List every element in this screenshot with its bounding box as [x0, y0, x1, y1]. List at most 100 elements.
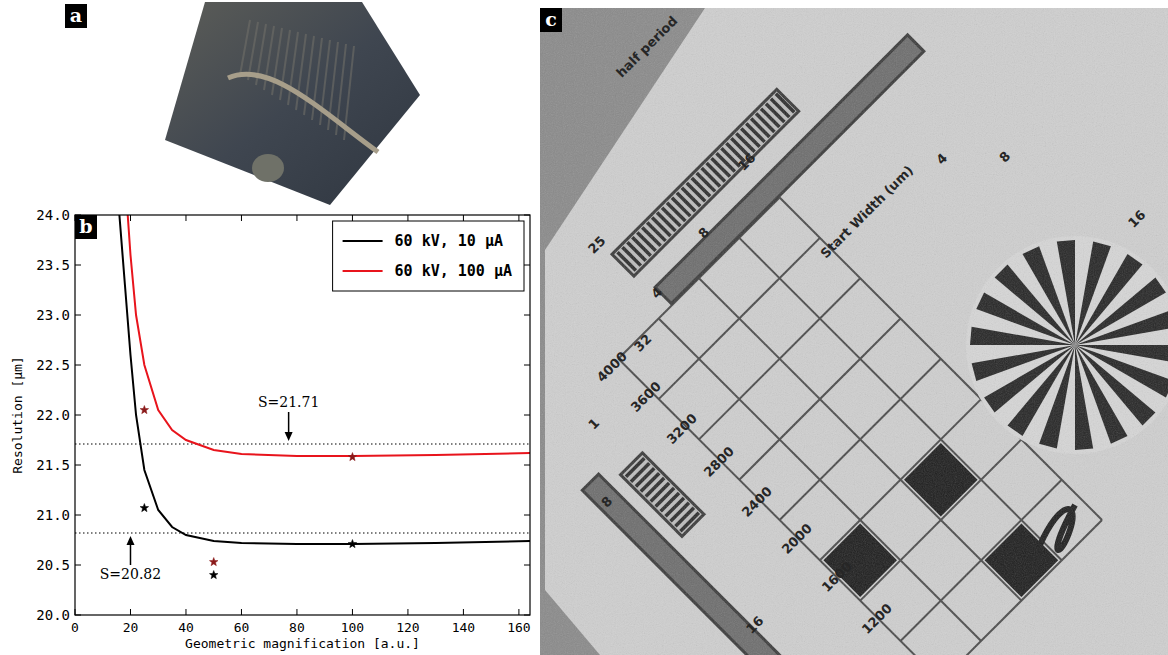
legend-box — [333, 221, 524, 291]
annotation-arrow — [130, 543, 132, 565]
target-label: 3600 — [628, 379, 664, 415]
panel-letter: c — [545, 8, 557, 30]
y-tick — [75, 315, 81, 316]
x-tick — [407, 609, 408, 615]
y-tick-label: 22.0 — [36, 407, 70, 423]
target-pattern — [540, 8, 1168, 655]
y-tick — [524, 365, 530, 366]
y-tick-label: 20.0 — [36, 607, 70, 623]
image-ground — [540, 8, 1168, 655]
x-tick-label: 0 — [71, 620, 79, 635]
plot-area — [75, 215, 530, 615]
x-tick-label: 80 — [289, 620, 305, 635]
series-line — [119, 215, 530, 544]
x-tick-label: 120 — [396, 620, 419, 635]
legend-label: 60 kV, 100 μA — [395, 262, 512, 280]
panel-letter: a — [70, 4, 82, 26]
target-label: half period — [613, 13, 680, 80]
x-tick-label: 140 — [452, 620, 475, 635]
y-tick — [75, 565, 81, 566]
panel-letter: b — [79, 215, 92, 237]
data-point — [209, 571, 218, 579]
data-point — [140, 406, 149, 414]
y-tick-label: 23.5 — [36, 257, 70, 273]
blob — [252, 154, 284, 182]
target-label: 1 — [585, 415, 602, 432]
target-label: 32 — [631, 331, 654, 354]
target-label: 16 — [743, 613, 766, 636]
x-tick — [352, 215, 353, 221]
x-axis-title: Geometric magnification [a.u.] — [185, 636, 420, 651]
target-label: 16 — [735, 150, 758, 173]
y-tick — [524, 565, 530, 566]
hatch — [240, 20, 250, 75]
y-tick — [524, 315, 530, 316]
legend-swatch — [343, 240, 383, 242]
y-tick — [75, 515, 81, 516]
x-tick — [518, 609, 519, 615]
x-tick — [296, 215, 297, 221]
annotation: S=20.82 — [100, 566, 161, 582]
target-label: 1600 — [819, 559, 855, 595]
series-line — [128, 215, 530, 456]
y-tick — [524, 415, 530, 416]
target-label: 2000 — [779, 521, 815, 557]
x-tick — [185, 609, 186, 615]
data-point — [348, 453, 357, 461]
x-tick-label: 40 — [178, 620, 194, 635]
data-point — [140, 504, 149, 512]
panel-c-image: half period 25 16 8 4 Start Width (um) 4 8 16 324… — [540, 8, 1168, 655]
sample — [165, 2, 420, 205]
x-tick-label: 20 — [123, 620, 139, 635]
annotation-arrow — [288, 412, 290, 434]
reference-line — [75, 532, 530, 533]
data-point — [348, 540, 357, 548]
plot-frame — [75, 215, 530, 615]
figure: a 0 20 40 60 80 100 120 140 160 20.0 20.5 21.0 21.5 22… — [0, 0, 1168, 655]
y-tick-label: 21.0 — [36, 507, 70, 523]
annotation-arrowhead — [285, 432, 293, 441]
x-tick — [352, 609, 353, 615]
y-tick — [75, 265, 81, 266]
x-tick — [407, 215, 408, 221]
hatch — [248, 22, 258, 80]
reference-line — [75, 443, 530, 444]
x-tick-label: 60 — [234, 620, 250, 635]
x-tick — [185, 215, 186, 221]
ridge — [228, 74, 378, 152]
target-label: 4 — [648, 284, 665, 301]
target-label: 2800 — [701, 444, 737, 480]
x-tick-label: 160 — [507, 620, 530, 635]
panel-a-photo — [165, 2, 420, 205]
x-tick-label: 100 — [341, 620, 364, 635]
y-tick — [75, 465, 81, 466]
x-tick — [463, 215, 464, 221]
x-tick — [518, 215, 519, 221]
y-tick-label: 23.0 — [36, 307, 70, 323]
target-label: 25 — [585, 233, 608, 256]
y-tick — [75, 365, 81, 366]
target-label: 4 — [933, 150, 950, 167]
x-tick — [241, 215, 242, 221]
panel-letter-box — [65, 4, 87, 28]
target-label: Start Width (um) — [818, 163, 916, 261]
panel-letter-box — [75, 215, 97, 239]
data-point — [209, 558, 218, 566]
target-label: 8 — [695, 224, 712, 241]
y-tick-label: 21.5 — [36, 457, 70, 473]
y-tick-label: 24.0 — [36, 207, 70, 223]
legend-swatch — [343, 270, 383, 272]
y-tick — [524, 465, 530, 466]
y-tick — [524, 265, 530, 266]
panel-letter-box — [540, 8, 562, 32]
y-tick-label: 20.5 — [36, 557, 70, 573]
annotation-arrowhead — [126, 536, 134, 545]
x-tick — [241, 609, 242, 615]
target-label: 8 — [598, 493, 615, 510]
x-tick — [463, 609, 464, 615]
legend: 60 kV, 10 μA60 kV, 100 μA — [333, 221, 524, 291]
target-label: 4000 — [594, 349, 630, 385]
image-noise — [540, 8, 1168, 655]
target-label: 2400 — [739, 484, 775, 520]
y-axis-title: Resolution [μm] — [10, 356, 25, 473]
